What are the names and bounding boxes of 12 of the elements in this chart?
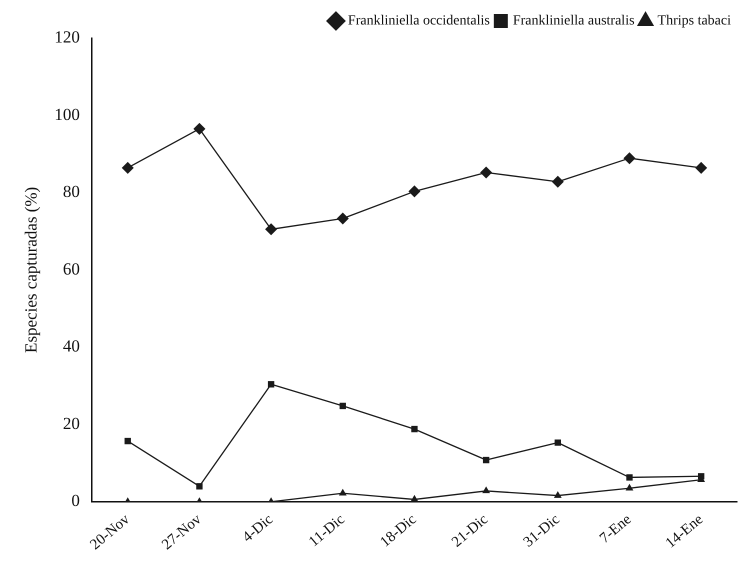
x-tick-label: 4-Dic bbox=[240, 511, 276, 546]
legend-label: Thrips tabaci bbox=[658, 14, 732, 29]
y-tick-label: 60 bbox=[62, 259, 80, 278]
y-tick-label: 80 bbox=[62, 182, 80, 202]
y-axis-title: Especies capturadas (%) bbox=[22, 186, 41, 353]
y-tick-label: 40 bbox=[62, 336, 80, 356]
y-tick-label: 120 bbox=[54, 27, 80, 46]
y-tick-label: 0 bbox=[71, 491, 80, 510]
y-tick-label: 100 bbox=[54, 104, 80, 124]
y-tick-label: 20 bbox=[62, 414, 80, 433]
legend-label: Frankliniella occidentalis bbox=[348, 14, 490, 29]
legend-label: Frankliniella australis bbox=[512, 14, 635, 29]
